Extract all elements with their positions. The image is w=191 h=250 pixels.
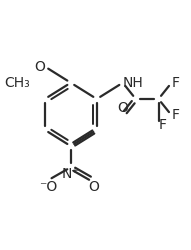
- Text: O: O: [34, 60, 45, 74]
- Text: F: F: [172, 108, 180, 122]
- Text: CH₃: CH₃: [4, 76, 30, 90]
- Text: NH: NH: [123, 76, 143, 90]
- Text: O: O: [117, 101, 128, 115]
- Text: F: F: [172, 76, 180, 90]
- Text: O: O: [88, 180, 99, 194]
- Text: ⁻O: ⁻O: [39, 180, 57, 194]
- Text: N⁺: N⁺: [62, 167, 80, 181]
- Text: F: F: [159, 118, 167, 132]
